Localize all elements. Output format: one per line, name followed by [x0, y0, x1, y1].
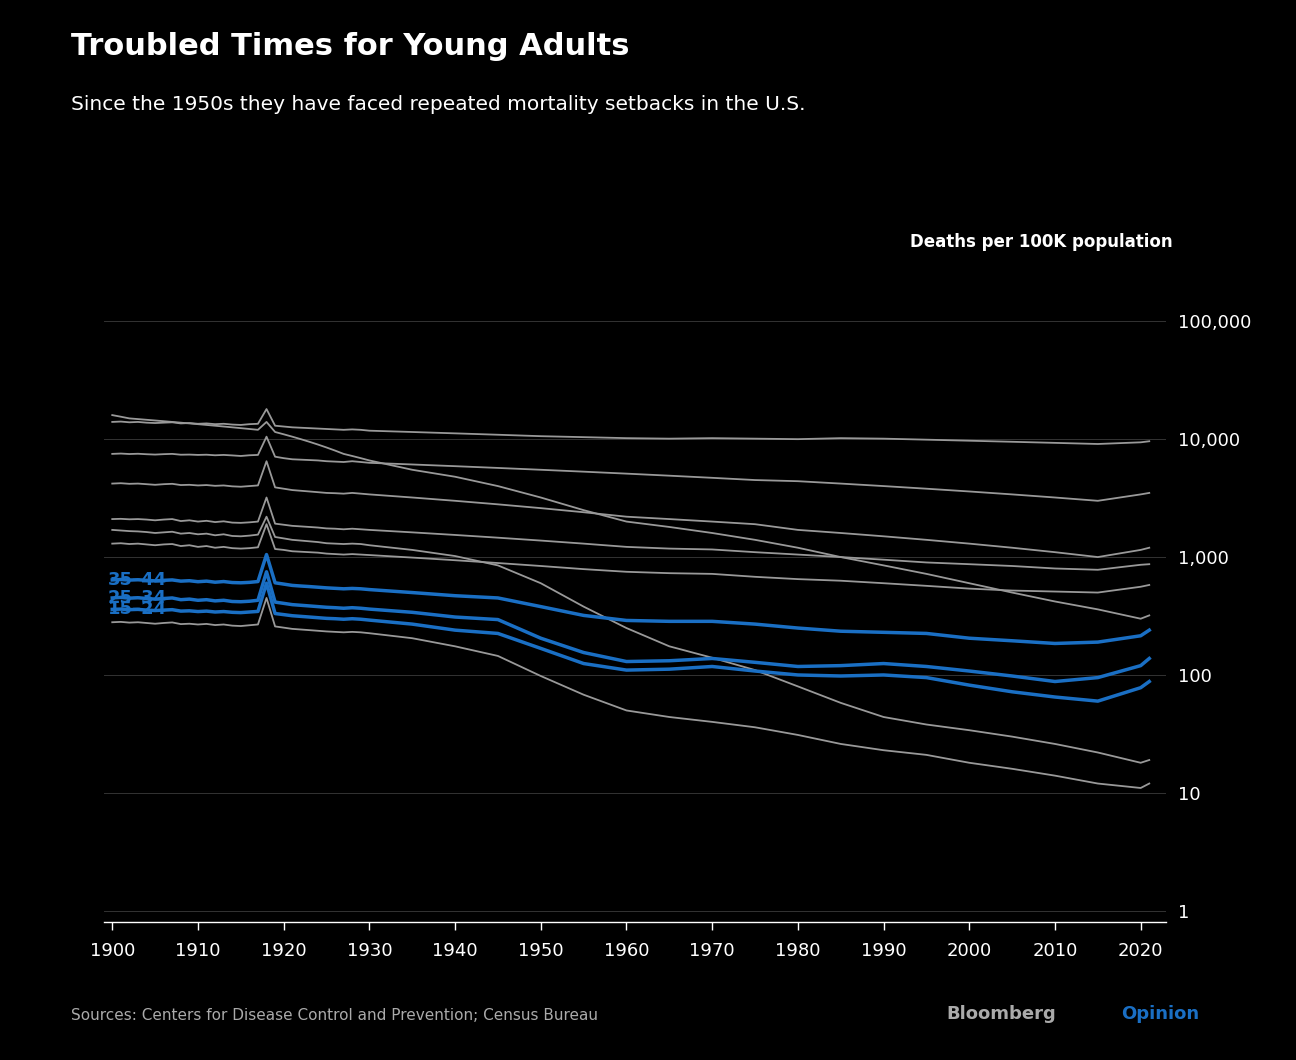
- Text: Opinion: Opinion: [1121, 1005, 1199, 1023]
- Text: 25–34: 25–34: [108, 589, 167, 607]
- Text: Bloomberg: Bloomberg: [946, 1005, 1056, 1023]
- Text: 15–24: 15–24: [108, 600, 167, 618]
- Text: Sources: Centers for Disease Control and Prevention; Census Bureau: Sources: Centers for Disease Control and…: [71, 1008, 599, 1023]
- Text: 35–44: 35–44: [108, 571, 167, 589]
- Text: Troubled Times for Young Adults: Troubled Times for Young Adults: [71, 32, 630, 60]
- Text: Since the 1950s they have faced repeated mortality setbacks in the U.S.: Since the 1950s they have faced repeated…: [71, 95, 806, 114]
- Text: Deaths per 100K population: Deaths per 100K population: [910, 233, 1173, 251]
